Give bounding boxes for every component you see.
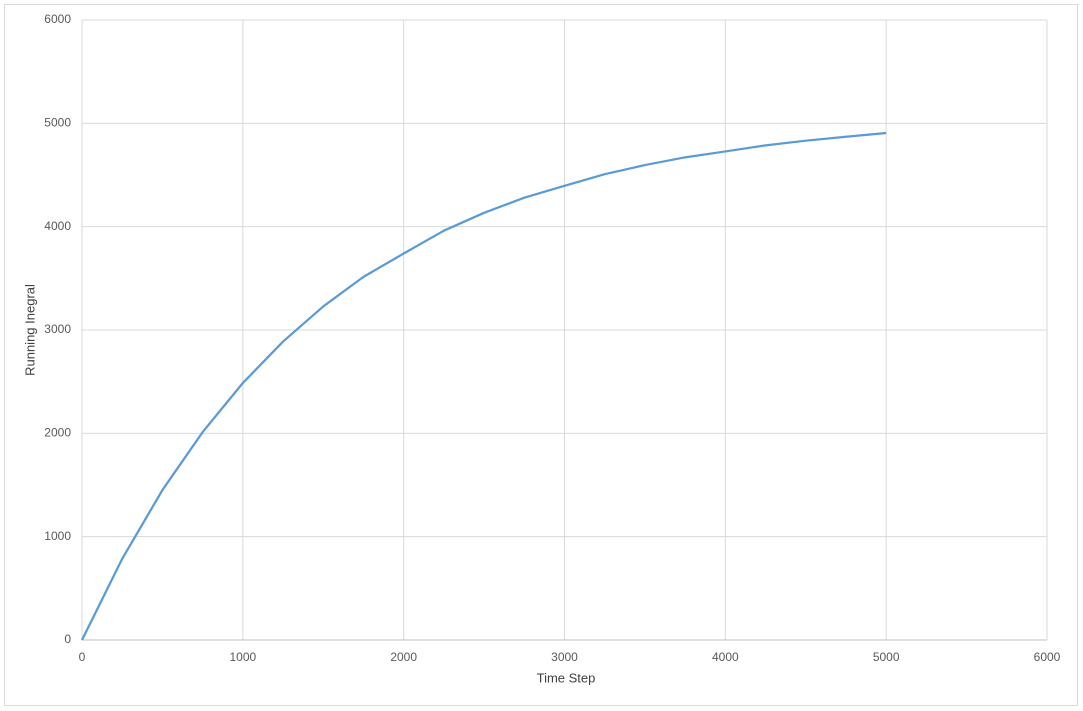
y-tick-label: 1000 xyxy=(44,529,71,543)
x-tick-label: 2000 xyxy=(390,650,417,664)
x-tick-label: 3000 xyxy=(551,650,578,664)
y-tick-label: 2000 xyxy=(44,426,71,440)
y-axis-title: Running Inegral xyxy=(22,284,37,376)
y-tick-label: 4000 xyxy=(44,219,71,233)
chart-border xyxy=(4,4,1078,706)
x-tick-label: 4000 xyxy=(712,650,739,664)
y-tick-label: 5000 xyxy=(44,116,71,130)
y-tick-label: 3000 xyxy=(44,322,71,336)
x-tick-label: 5000 xyxy=(873,650,900,664)
y-tick-label: 6000 xyxy=(44,12,71,26)
x-axis-title: Time Step xyxy=(537,670,596,685)
y-tick-label: 0 xyxy=(64,632,71,646)
x-tick-label: 6000 xyxy=(1034,650,1061,664)
x-tick-label: 1000 xyxy=(229,650,256,664)
x-tick-label: 0 xyxy=(79,650,86,664)
data-line xyxy=(80,131,887,641)
